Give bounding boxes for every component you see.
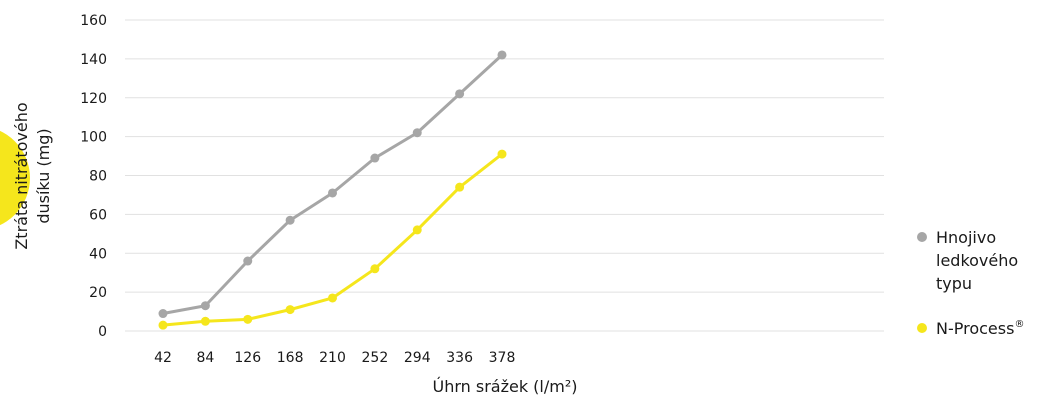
series-1-point-168 xyxy=(285,305,295,315)
y-tick-label-60: 60 xyxy=(89,207,107,223)
legend-label-nprocess-mark: ® xyxy=(1014,319,1024,330)
series-1-point-336 xyxy=(455,182,465,192)
legend-marker-nprocess xyxy=(917,323,927,333)
x-tick-label-168: 168 xyxy=(277,350,304,366)
legend-item-nprocess: N-Process® xyxy=(917,319,1024,338)
legend-label-hnojivo-line-3: typu xyxy=(936,274,972,293)
x-tick-label-42: 42 xyxy=(154,350,172,366)
x-tick-label-252: 252 xyxy=(362,350,389,366)
grid-lines xyxy=(125,19,884,332)
series-0-point-336 xyxy=(455,89,465,99)
series-1-point-210 xyxy=(328,293,337,303)
y-axis-ticks: 0 20 40 60 80 100 120 140 160 xyxy=(80,13,107,340)
series-lines xyxy=(158,50,507,330)
x-tick-label-378: 378 xyxy=(489,350,516,366)
y-tick-label-40: 40 xyxy=(89,246,107,262)
y-tick-label-160: 160 xyxy=(80,13,107,29)
x-axis-title: Úhrn srážek (l/m²) xyxy=(432,377,577,396)
legend-label-nprocess-name: N-Process xyxy=(936,319,1014,338)
y-tick-label-80: 80 xyxy=(89,169,107,185)
legend-item-hnojivo: Hnojivo ledkového typu xyxy=(917,228,1018,293)
y-tick-label-100: 100 xyxy=(80,130,107,146)
series-0-point-252 xyxy=(370,153,380,163)
y-tick-label-20: 20 xyxy=(89,285,107,301)
y-tick-label-0: 0 xyxy=(98,324,107,340)
legend-label-nprocess: N-Process® xyxy=(936,319,1024,338)
legend-label-hnojivo-line-2: ledkového xyxy=(936,251,1018,270)
series-0-point-210 xyxy=(328,188,337,198)
series-0-point-42 xyxy=(158,309,168,319)
y-tick-label-140: 140 xyxy=(80,52,107,68)
y-axis-title: Ztráta nitrátového dusíku (mg) xyxy=(12,102,53,249)
y-tick-label-120: 120 xyxy=(80,91,107,107)
series-0-point-84 xyxy=(200,301,210,311)
decorative-yellow-circle xyxy=(0,130,30,226)
legend: Hnojivo ledkového typu N-Process® xyxy=(917,228,1024,338)
x-tick-label-210: 210 xyxy=(319,350,346,366)
x-axis-ticks: 42 84 126 168 210 252 294 336 378 xyxy=(154,350,515,366)
series-1-point-42 xyxy=(158,320,168,330)
series-1-point-252 xyxy=(370,264,380,274)
x-tick-label-336: 336 xyxy=(446,350,473,366)
y-axis-title-line-1: Ztráta nitrátového xyxy=(12,102,31,249)
series-1-point-84 xyxy=(200,316,210,326)
y-axis-title-line-2: dusíku (mg) xyxy=(34,128,53,223)
series-line-0 xyxy=(161,53,504,316)
x-tick-label-294: 294 xyxy=(404,350,431,366)
legend-marker-hnojivo xyxy=(917,232,927,242)
series-0-point-168 xyxy=(285,215,295,225)
series-0-point-378 xyxy=(497,50,507,60)
series-1-point-378 xyxy=(497,149,507,159)
legend-label-hnojivo-line-1: Hnojivo xyxy=(936,228,996,247)
series-1-point-294 xyxy=(412,225,422,235)
series-0-point-126 xyxy=(243,256,253,266)
x-tick-label-126: 126 xyxy=(234,350,261,366)
series-1-point-126 xyxy=(243,314,253,324)
x-tick-label-84: 84 xyxy=(196,350,214,366)
series-0-point-294 xyxy=(412,128,422,138)
